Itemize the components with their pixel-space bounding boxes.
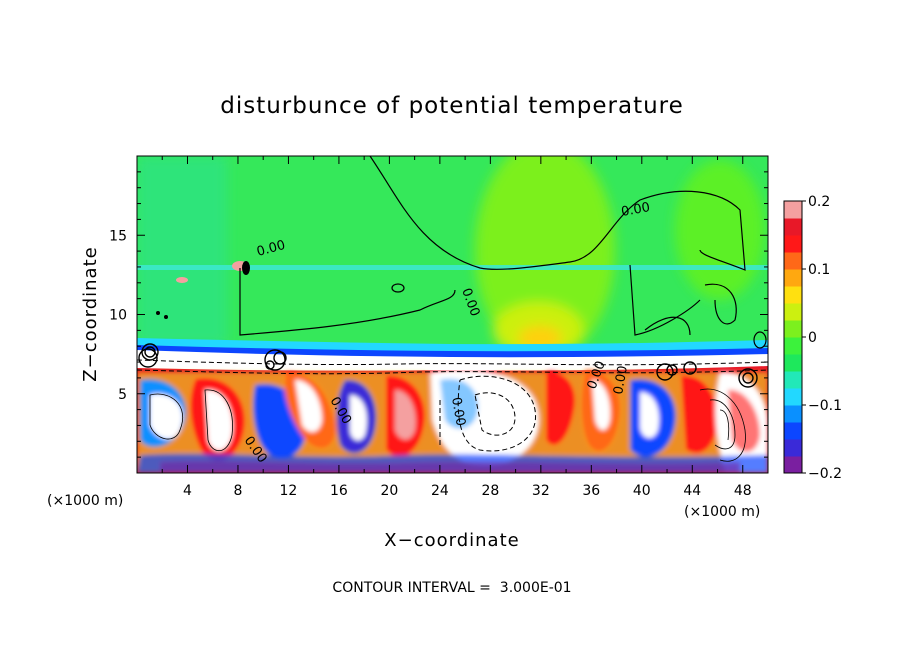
colorbar-swatch [784,354,802,372]
x-tick-label: 48 [734,483,752,499]
heatmap-field [137,156,768,473]
colorbar-tick-label: −0.1 [808,398,842,414]
x-tick-label: 24 [431,483,449,499]
y-axis: 5 10 15 [109,171,768,458]
colorbar-swatch [784,201,802,219]
x-tick-label: 32 [532,483,550,499]
y-tick-label: 10 [109,308,127,324]
x-tick-label: 40 [633,483,651,499]
colorbar-swatch [784,337,802,355]
x-tick-label: 12 [280,483,298,499]
colorbar-swatch [784,252,802,270]
contour-label: 0.00 [620,200,651,220]
x-tick-label: 4 [183,483,192,499]
colorbar-tick-label: 0 [808,330,817,346]
contour-label: 0.00 [255,238,287,260]
x-tick-label: 8 [233,483,242,499]
colorbar-tick-label: 0.1 [808,262,830,278]
y-tick-label: 5 [118,387,127,403]
colorbar-swatch [784,286,802,304]
colorbar-tick-label: 0.2 [808,194,830,210]
contour-label: 0.00 [448,396,468,427]
contour-interval-note: CONTOUR INTERVAL = 3.000E-01 [332,580,571,596]
x-tick-label: 28 [481,483,499,499]
x-tick-label: 36 [582,483,600,499]
colorbar-swatch [784,422,802,440]
colorbar-swatch [784,405,802,423]
colorbar-swatch [784,388,802,406]
y-tick-label: 15 [109,228,127,244]
x-axis-label: X−coordinate [384,530,519,551]
y-axis-label: Z−coordinate [80,246,101,381]
x-unit-right: (×1000 m) [684,504,760,520]
colorbar-swatch [784,320,802,338]
colorbar: 0.2 0.1 0 −0.1 −0.2 [783,194,842,482]
chart-title: disturbunce of potential temperature [220,93,684,119]
x-axis: 4 8 12 16 20 24 28 32 36 40 44 48 [161,156,752,499]
colorbar-swatch [784,218,802,236]
x-tick-label: 16 [330,483,348,499]
colorbar-swatch [784,371,802,389]
colorbar-swatch [784,269,802,287]
colorbar-swatch [784,303,802,321]
colorbar-swatch [784,456,802,474]
colorbar-swatch [784,235,802,253]
x-tick-label: 44 [683,483,701,499]
x-unit-left: (×1000 m) [47,493,123,509]
colorbar-tick-label: −0.2 [808,466,842,482]
x-tick-label: 20 [380,483,398,499]
colorbar-swatch [784,439,802,457]
contour-label: 0.00 [611,365,631,396]
